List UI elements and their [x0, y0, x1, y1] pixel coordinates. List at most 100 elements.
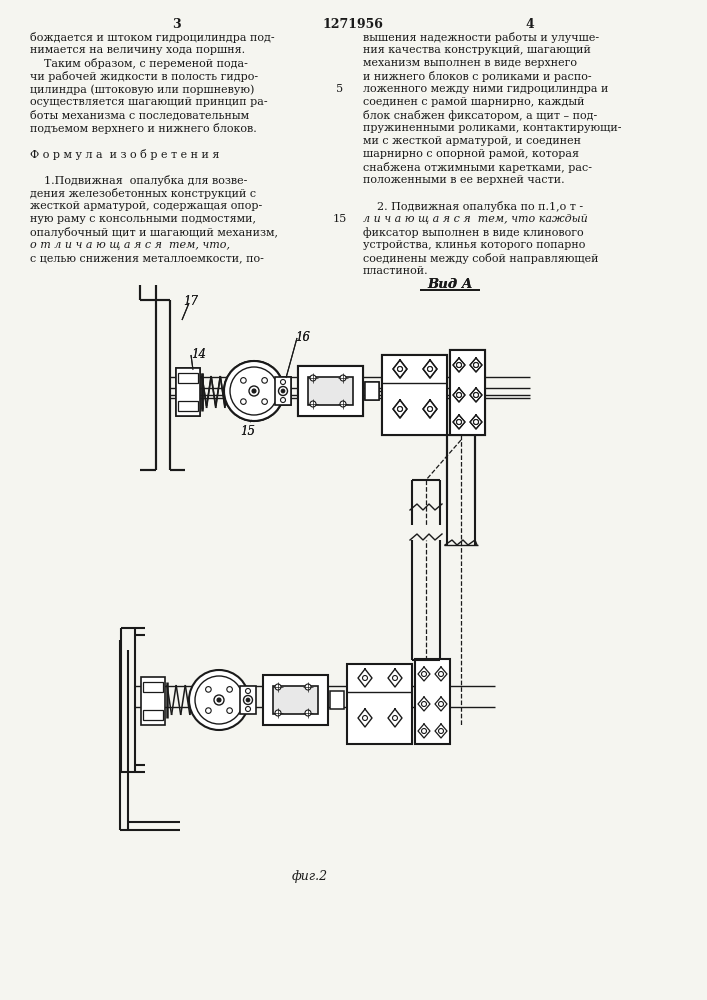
- Circle shape: [474, 420, 479, 424]
- Circle shape: [195, 676, 243, 724]
- Circle shape: [363, 676, 368, 680]
- Text: жесткой арматурой, содержащая опор-: жесткой арматурой, содержащая опор-: [30, 201, 262, 211]
- Circle shape: [438, 672, 443, 676]
- Text: подъемом верхнего и нижнего блоков.: подъемом верхнего и нижнего блоков.: [30, 123, 257, 134]
- Text: блок снабжен фиксатором, а щит – под-: блок снабжен фиксатором, а щит – под-: [363, 110, 597, 121]
- Circle shape: [214, 695, 224, 705]
- Bar: [178, 401, 198, 411]
- Text: вышения надежности работы и улучше-: вышения надежности работы и улучше-: [363, 32, 599, 43]
- Circle shape: [262, 378, 267, 383]
- Text: о т л и ч а ю щ а я с я  тем, что,: о т л и ч а ю щ а я с я тем, что,: [30, 240, 230, 250]
- Circle shape: [428, 406, 433, 412]
- Text: дения железобетонных конструкций с: дения железобетонных конструкций с: [30, 188, 256, 199]
- Text: фиг.2: фиг.2: [292, 870, 328, 883]
- Circle shape: [245, 688, 250, 694]
- Circle shape: [227, 687, 233, 692]
- Text: 15: 15: [333, 214, 347, 224]
- Text: 17: 17: [183, 295, 198, 308]
- Circle shape: [457, 362, 462, 367]
- Circle shape: [281, 389, 285, 393]
- Circle shape: [457, 392, 462, 397]
- Circle shape: [457, 392, 462, 397]
- Text: устройства, клинья которого попарно: устройства, клинья которого попарно: [363, 240, 585, 250]
- Circle shape: [438, 702, 443, 706]
- Bar: [141, 677, 165, 725]
- Circle shape: [428, 366, 433, 371]
- Text: ми с жесткой арматурой, и соединен: ми с жесткой арматурой, и соединен: [363, 136, 581, 146]
- Bar: [143, 710, 163, 720]
- Circle shape: [224, 361, 284, 421]
- Circle shape: [474, 392, 479, 397]
- Bar: [347, 664, 412, 744]
- Circle shape: [245, 706, 250, 712]
- Bar: [176, 368, 200, 416]
- Text: пружиненными роликами, контактирующи-: пружиненными роликами, контактирующи-: [363, 123, 621, 133]
- Circle shape: [252, 389, 256, 393]
- Text: механизм выполнен в виде верхнего: механизм выполнен в виде верхнего: [363, 58, 577, 68]
- Text: снабжена отжимными каретками, рас-: снабжена отжимными каретками, рас-: [363, 162, 592, 173]
- Circle shape: [392, 716, 397, 720]
- Bar: [275, 377, 291, 405]
- Circle shape: [397, 406, 402, 412]
- Text: 3: 3: [172, 18, 180, 31]
- Circle shape: [281, 379, 286, 384]
- Circle shape: [474, 420, 479, 424]
- Circle shape: [428, 406, 433, 412]
- Text: Ф о р м у л а  и з о б р е т е н и я: Ф о р м у л а и з о б р е т е н и я: [30, 149, 219, 160]
- Circle shape: [189, 670, 249, 730]
- Bar: [365, 382, 379, 400]
- Circle shape: [240, 378, 246, 383]
- Circle shape: [262, 378, 267, 383]
- Circle shape: [249, 386, 259, 396]
- Circle shape: [249, 386, 259, 396]
- Circle shape: [310, 375, 316, 381]
- Bar: [450, 350, 485, 435]
- Text: шарнирно с опорной рамой, которая: шарнирно с опорной рамой, которая: [363, 149, 579, 159]
- Circle shape: [206, 708, 211, 713]
- Circle shape: [206, 687, 211, 692]
- Bar: [273, 686, 318, 714]
- Bar: [415, 659, 450, 744]
- Circle shape: [457, 362, 462, 367]
- Text: осуществляется шагающий принцип ра-: осуществляется шагающий принцип ра-: [30, 97, 268, 107]
- Bar: [382, 355, 447, 435]
- Circle shape: [230, 367, 278, 415]
- Bar: [298, 366, 363, 416]
- Bar: [450, 350, 485, 435]
- Text: л и ч а ю щ а я с я  тем, что каждый: л и ч а ю щ а я с я тем, что каждый: [363, 214, 588, 224]
- Text: 14: 14: [191, 348, 206, 361]
- Circle shape: [275, 684, 281, 690]
- Text: боты механизма с последовательным: боты механизма с последовательным: [30, 110, 249, 121]
- Circle shape: [457, 420, 462, 424]
- Circle shape: [340, 401, 346, 407]
- Text: положенными в ее верхней части.: положенными в ее верхней части.: [363, 175, 565, 185]
- Text: 2. Подвижная опалубка по п.1,о т -: 2. Подвижная опалубка по п.1,о т -: [363, 201, 583, 212]
- Circle shape: [217, 698, 221, 702]
- Circle shape: [310, 401, 316, 407]
- Circle shape: [281, 397, 286, 402]
- Circle shape: [438, 728, 443, 734]
- Circle shape: [310, 375, 316, 381]
- Text: соединен с рамой шарнирно, каждый: соединен с рамой шарнирно, каждый: [363, 97, 585, 107]
- Bar: [143, 682, 163, 692]
- Circle shape: [224, 361, 284, 421]
- Circle shape: [421, 672, 426, 676]
- Bar: [176, 368, 200, 416]
- Text: Вид А: Вид А: [427, 278, 473, 291]
- Circle shape: [397, 366, 402, 371]
- Text: 1.Подвижная  опалубка для возве-: 1.Подвижная опалубка для возве-: [30, 175, 247, 186]
- Text: ложенного между ними гидроцилиндра и: ложенного между ними гидроцилиндра и: [363, 84, 609, 94]
- Text: Вид А: Вид А: [427, 278, 473, 291]
- Bar: [275, 377, 291, 405]
- Text: опалубочный щит и шагающий механизм,: опалубочный щит и шагающий механизм,: [30, 227, 278, 238]
- Bar: [330, 691, 344, 709]
- Bar: [263, 675, 328, 725]
- Bar: [178, 373, 198, 383]
- Circle shape: [227, 708, 233, 713]
- Circle shape: [392, 676, 397, 680]
- Circle shape: [281, 389, 285, 393]
- Circle shape: [340, 375, 346, 381]
- Text: бождается и штоком гидроцилиндра под-: бождается и штоком гидроцилиндра под-: [30, 32, 274, 43]
- Text: 16: 16: [295, 331, 310, 344]
- Text: 4: 4: [525, 18, 534, 31]
